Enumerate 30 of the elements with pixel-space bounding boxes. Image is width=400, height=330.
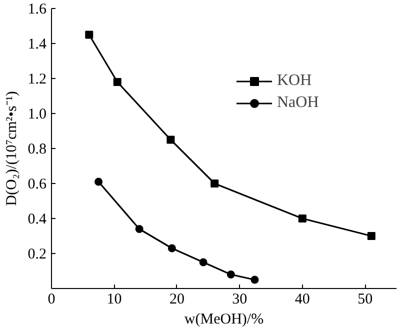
y-tick-label: 0.4 [28, 212, 47, 228]
y-tick-label: 1.2 [28, 72, 46, 88]
x-tick-label: 50 [358, 292, 373, 308]
point [199, 258, 208, 266]
y-axis-title: D(O₂)/(10⁷cm²•s⁻¹) [4, 91, 20, 206]
point [85, 30, 94, 39]
x-tick-label: 10 [106, 292, 122, 308]
point [210, 180, 219, 188]
point [367, 232, 376, 240]
point [226, 270, 235, 278]
y-tick-label: 0.2 [28, 246, 46, 262]
y-tick-label: 0.8 [28, 142, 46, 158]
point [250, 276, 259, 284]
x-tick-label: 20 [169, 292, 184, 308]
legend-label: KOH [277, 72, 312, 90]
x-axis-title: w(MeOH)/% [184, 312, 264, 328]
legend-label: NaOH [277, 94, 319, 112]
point [94, 178, 103, 186]
y-tick-label: 1.6 [28, 2, 47, 18]
y-tick-label: 0.6 [28, 176, 47, 192]
point [168, 244, 176, 252]
x-tick-label: 30 [232, 292, 248, 308]
point [135, 225, 144, 233]
y-tick-label: 1.4 [28, 36, 47, 52]
y-tick-label: 1.0 [28, 106, 46, 122]
point [166, 136, 175, 144]
x-tick-label: 40 [294, 292, 310, 308]
x-tick-label: 0 [48, 292, 56, 308]
point [113, 78, 122, 86]
point [298, 214, 306, 222]
